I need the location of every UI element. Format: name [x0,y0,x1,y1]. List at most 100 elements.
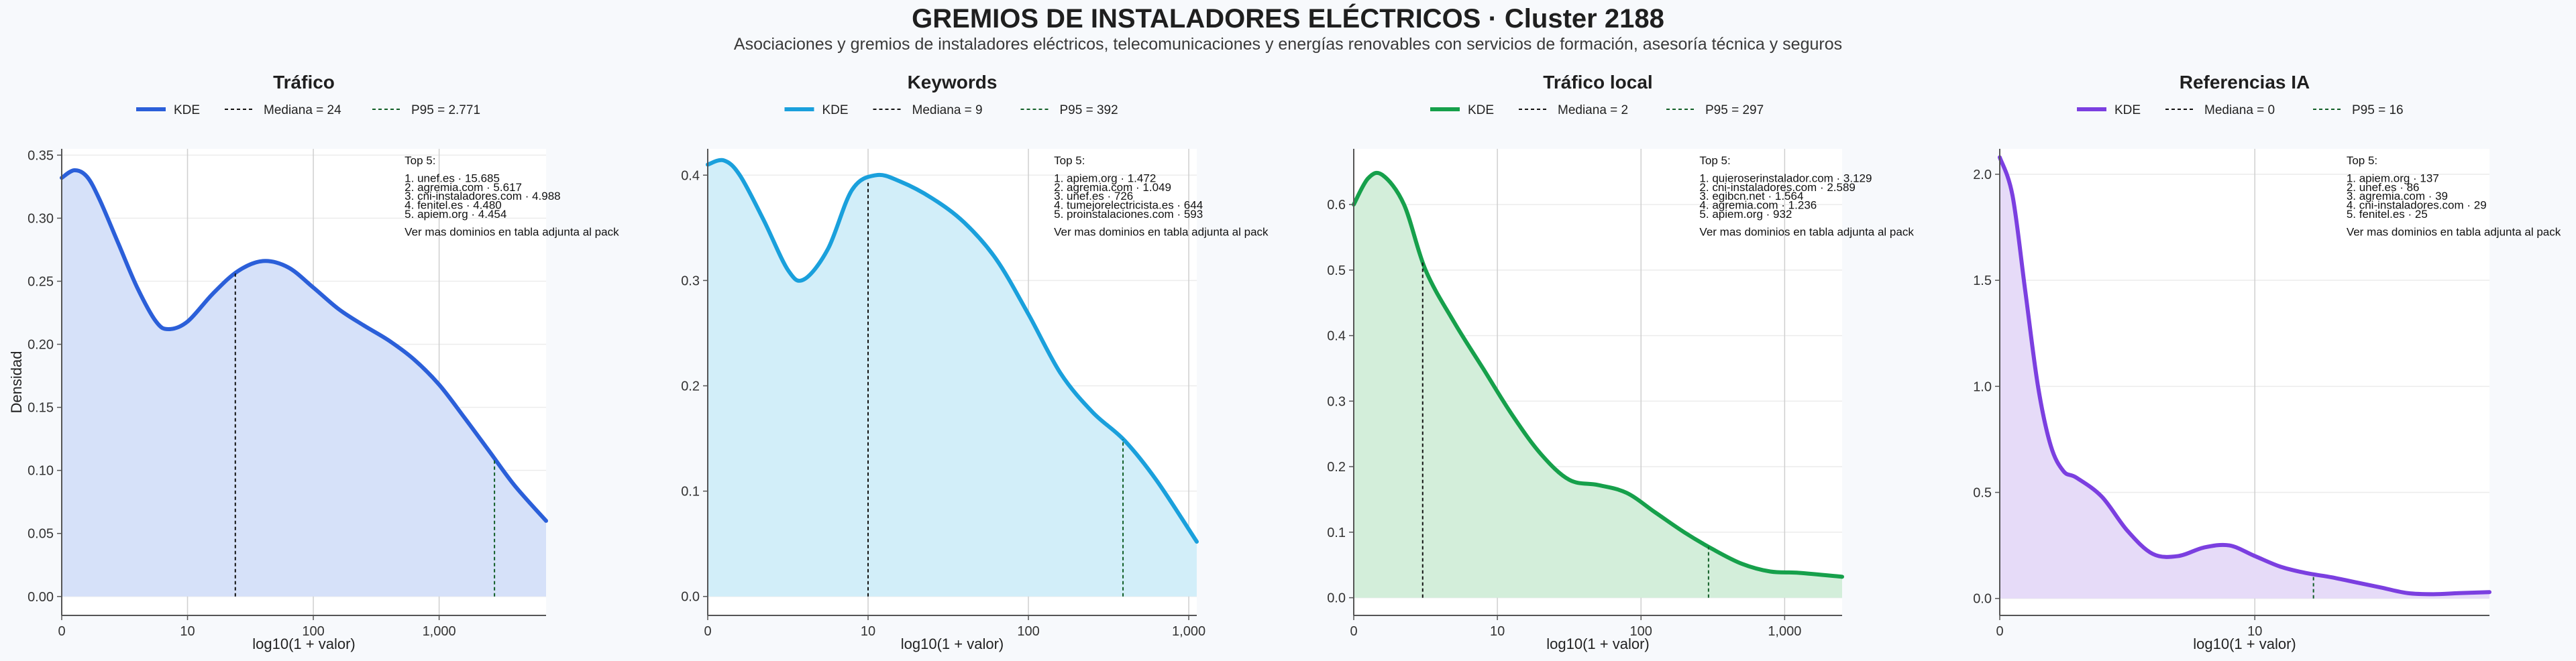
x-tick-label: 10 [1490,624,1505,639]
annotation-line: Top 5: [1699,154,1730,167]
annotation-line: 3. cni-instaladores.com · 4.988 [405,190,560,202]
y-tick-label: 0.4 [681,168,700,183]
legend-p95-label: P95 = 2.771 [411,103,480,117]
legend-median-label: Mediana = 0 [2204,103,2275,117]
kde-area [1354,172,1842,598]
annotation-line: Ver mas dominios en tabla adjunta al pac… [1054,225,1269,238]
kde-line [60,168,548,523]
x-tick-label: 1,000 [1172,624,1205,639]
page-subtitle: Asociaciones y gremios de instaladores e… [733,35,1843,54]
page-title: GREMIOS DE INSTALADORES ELÉCTRICOS · Clu… [912,4,1664,34]
legend-p95-label: P95 = 297 [1705,103,1764,117]
y-tick-label: 0.15 [28,401,54,416]
annotation-line: Top 5: [1054,154,1085,167]
annotation-line: 1. apiem.org · 1.472 [1054,172,1156,185]
annotation-line: 5. apiem.org · 932 [1699,208,1792,221]
annotation-line: 4. cni-instaladores.com · 29 [2347,199,2487,212]
x-tick-label: 10 [861,624,875,639]
y-tick-label: 2.0 [1973,168,1992,182]
x-tick-label: 100 [1630,624,1652,639]
panel-title: Tráfico [273,72,335,93]
x-tick-label: 1,000 [423,624,456,639]
x-tick-label: 1,000 [1768,624,1801,639]
x-axis-label: log10(1 + valor) [901,636,1004,652]
annotation-line: 5. apiem.org · 4.454 [405,208,506,221]
annotation-line: 2. agremia.com · 5.617 [405,181,522,194]
x-tick-label: 0 [1350,624,1357,639]
annotation-line: 4. tumejorelectricista.es · 644 [1054,199,1203,212]
y-tick-label: 0.5 [1973,486,1992,501]
y-tick-label: 0.00 [28,590,54,605]
annotation-line: 2. cni-instaladores.com · 2.589 [1699,181,1855,194]
legend-kde-label: KDE [822,103,849,117]
y-tick-label: 0.6 [1327,198,1346,213]
annotation-line: 4. agremia.com · 1.236 [1699,199,1817,212]
annotation-line: 4. fenitel.es · 4.480 [405,199,502,212]
legend-p95-label: P95 = 392 [1060,103,1118,117]
y-tick-label: 0.10 [28,464,54,479]
x-tick-label: 0 [58,624,65,639]
legend-kde-label: KDE [174,103,200,117]
x-axis-label: log10(1 + valor) [1546,636,1649,652]
y-tick-label: 0.0 [1327,591,1346,606]
legend-median-label: Mediana = 2 [1558,103,1628,117]
y-tick-label: 0.05 [28,527,54,542]
x-axis-label: log10(1 + valor) [252,636,355,652]
x-tick-label: 0 [704,624,711,639]
panel-title: Keywords [908,72,998,93]
kde-area [62,170,546,597]
annotation-line: 1. apiem.org · 137 [2347,172,2439,185]
y-tick-label: 0.1 [1327,526,1346,540]
kde-area [708,160,1197,597]
y-axis-label: Densidad [8,351,25,414]
annotation-line: 2. unef.es · 86 [2347,181,2420,194]
panel-title: Referencias IA [2180,72,2310,93]
y-tick-label: 0.1 [681,485,700,499]
y-tick-label: 0.30 [28,211,54,226]
legend-kde-label: KDE [2114,103,2141,117]
y-tick-label: 1.5 [1973,274,1992,288]
y-tick-label: 0.20 [28,338,54,353]
annotation-line: Top 5: [405,154,435,167]
annotation-line: 1. quieroserinstalador.com · 3.129 [1699,172,1872,185]
legend-p95-label: P95 = 16 [2352,103,2404,117]
annotation-line: 2. agremia.com · 1.049 [1054,181,1171,194]
kde-line [1352,170,1844,579]
annotation-line: 3. agremia.com · 39 [2347,190,2448,202]
x-tick-label: 100 [302,624,324,639]
legend-median-label: Mediana = 24 [264,103,341,117]
x-axis-label: log10(1 + valor) [2193,636,2296,652]
y-tick-label: 0.2 [1327,460,1346,475]
y-tick-label: 0.5 [1327,263,1346,278]
kde-line [1998,155,2491,597]
annotation-line: 5. fenitel.es · 25 [2347,208,2428,221]
y-tick-label: 0.25 [28,275,54,290]
y-tick-label: 0.3 [681,274,700,288]
annotation-line: 5. proinstalaciones.com · 593 [1054,208,1203,221]
annotation-line: Ver mas dominios en tabla adjunta al pac… [2347,225,2561,238]
annotation-line: 1. unef.es · 15.685 [405,172,500,185]
annotation-line: 3. egibcn.net · 1.564 [1699,190,1803,202]
annotation-line: Top 5: [2347,154,2377,167]
y-tick-label: 0.2 [681,379,700,394]
legend-median-label: Mediana = 9 [912,103,983,117]
kde-line [706,158,1199,544]
x-tick-label: 10 [2247,624,2262,639]
y-tick-label: 0.0 [681,590,700,605]
kde-area [2000,157,2489,599]
y-tick-label: 0.4 [1327,329,1346,344]
x-tick-label: 100 [1017,624,1039,639]
y-tick-label: 0.0 [1973,592,1992,607]
y-tick-label: 0.35 [28,148,54,163]
y-tick-label: 0.3 [1327,394,1346,409]
annotation-line: 3. unef.es · 726 [1054,190,1133,202]
legend-kde-label: KDE [1468,103,1494,117]
panel-title: Tráfico local [1543,72,1652,93]
x-tick-label: 0 [1996,624,2003,639]
annotation-line: Ver mas dominios en tabla adjunta al pac… [1699,225,1914,238]
x-tick-label: 10 [180,624,195,639]
